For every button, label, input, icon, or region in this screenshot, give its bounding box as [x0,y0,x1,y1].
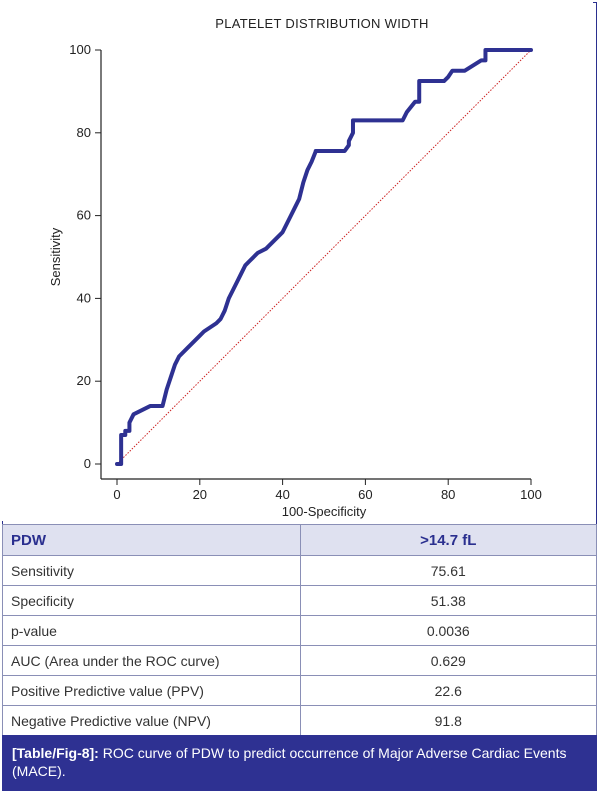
table-row: Negative Predictive value (NPV) 91.8 [2,705,598,736]
x-tick-label: 60 [358,487,372,502]
row-value: 0.0036 [299,615,598,646]
caption-label: [Table/Fig-8]: [12,745,99,761]
table-row: Positive Predictive value (PPV) 22.6 [2,675,598,706]
row-value: 51.38 [299,585,598,616]
x-axis-label: 100-Specificity [282,504,367,519]
axes: 0 20 40 60 80 100 0 20 40 60 80 100 [69,42,542,502]
reference-diagonal-line [116,49,532,465]
x-tick-label: 0 [113,487,120,502]
table-row: Specificity 51.38 [2,585,598,616]
row-label: p-value [2,615,301,646]
header-cell-parameter: PDW [2,524,301,556]
caption-text: ROC curve of PDW to predict occurrence o… [12,745,567,779]
table-header-row: PDW >14.7 fL [2,524,598,556]
x-tick-label: 40 [275,487,289,502]
chart-area: PLATELET DISTRIBUTION WIDTH Sensitivity … [48,16,542,519]
x-tick-label: 80 [441,487,455,502]
table-row: p-value 0.0036 [2,615,598,646]
row-value: 22.6 [299,675,598,706]
results-table: PDW >14.7 fL Sensitivity 75.61 Specifici… [2,524,598,736]
y-tick-label: 100 [69,42,91,57]
row-label: Sensitivity [2,555,301,586]
x-tick-label: 100 [520,487,542,502]
row-label: Positive Predictive value (PPV) [2,675,301,706]
row-value: 0.629 [299,645,598,676]
row-label: AUC (Area under the ROC curve) [2,645,301,676]
y-tick-label: 0 [84,456,91,471]
row-label: Specificity [2,585,301,616]
roc-chart: PLATELET DISTRIBUTION WIDTH Sensitivity … [48,16,542,519]
header-cell-cutoff: >14.7 fL [299,524,598,556]
y-tick-label: 60 [77,208,91,223]
y-tick-label: 80 [77,125,91,140]
x-tick-label: 20 [193,487,207,502]
roc-curve-line [115,48,533,466]
plot-area [115,48,533,466]
y-axis-label: Sensitivity [48,227,63,286]
chart-title: PLATELET DISTRIBUTION WIDTH [215,16,428,31]
y-tick-label: 20 [77,373,91,388]
row-label: Negative Predictive value (NPV) [2,705,301,736]
row-value: 75.61 [299,555,598,586]
table-row: Sensitivity 75.61 [2,555,598,586]
y-tick-label: 40 [77,290,91,305]
row-value: 91.8 [299,705,598,736]
figure-caption: [Table/Fig-8]: ROC curve of PDW to predi… [2,735,597,791]
table-row: AUC (Area under the ROC curve) 0.629 [2,645,598,676]
